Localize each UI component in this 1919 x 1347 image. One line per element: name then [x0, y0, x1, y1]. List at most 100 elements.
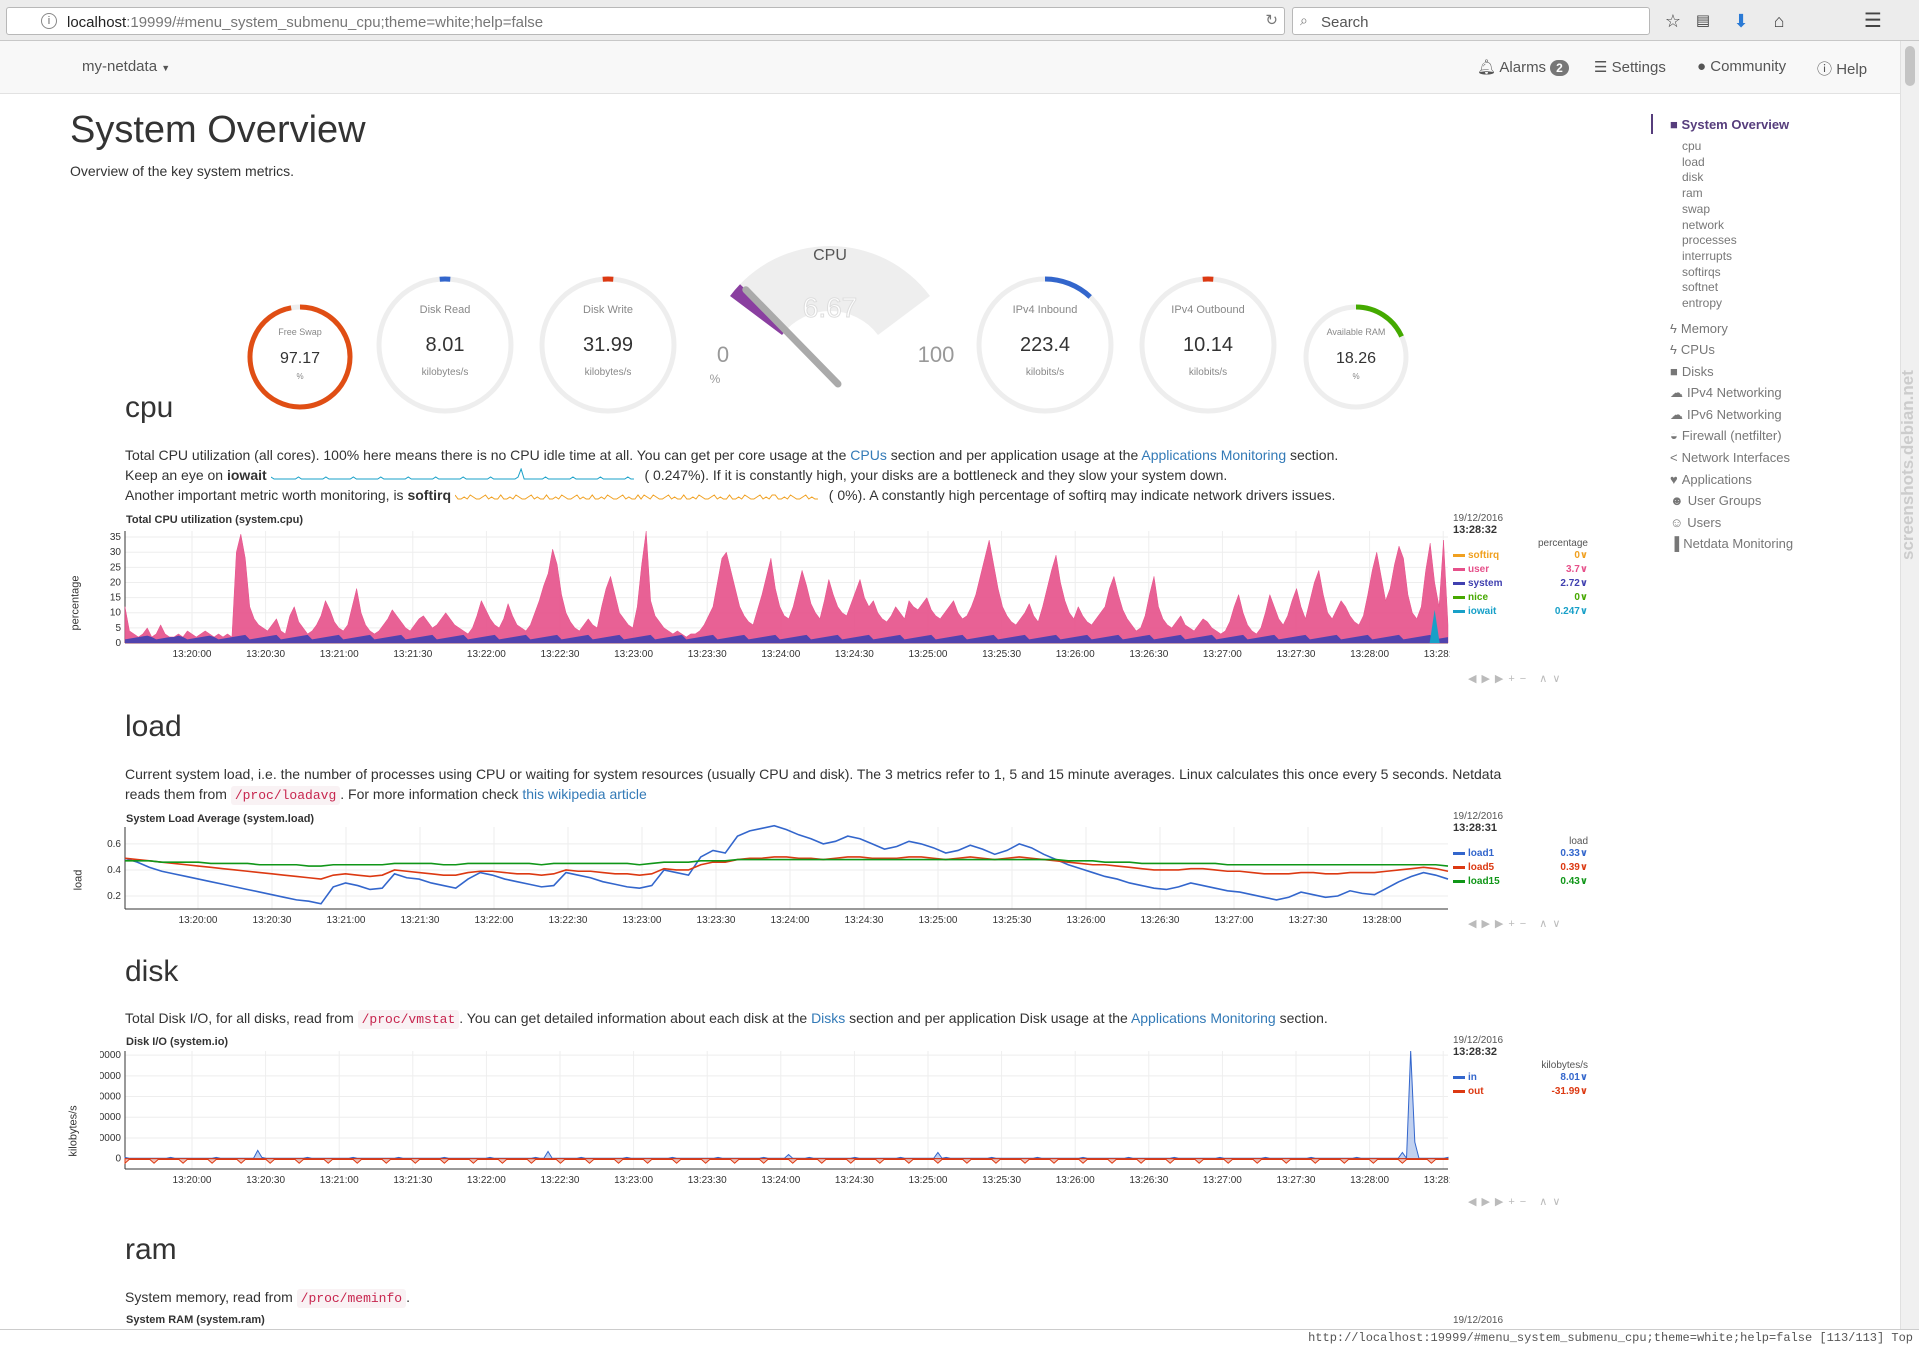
load-chart-xtick: 13:27:30: [1289, 915, 1328, 926]
sidenav-subitem-network[interactable]: network: [1682, 217, 1725, 232]
legend-unit: kilobytes/s: [1541, 1060, 1588, 1071]
legend-unit: load: [1569, 836, 1588, 847]
ram-chart-title: System RAM (system.ram): [126, 1314, 265, 1326]
legend-series-value: 0.247∨: [1554, 606, 1588, 617]
disk-chart[interactable]: 0 10000 20000 30000 40000 50000 13:20:00 13:20:…: [100, 1045, 1450, 1203]
sidenav-item-ipv6-networking[interactable]: ☁ IPv6 Networking: [1670, 407, 1782, 423]
bookmark-icon: ■: [1670, 117, 1678, 132]
disk-write-label: Disk Write: [583, 304, 633, 316]
home-icon[interactable]: ⌂: [1773, 11, 1785, 31]
search-bar[interactable]: ⌕ Search: [1292, 7, 1650, 35]
disk-desc-text: Total Disk I/O, for all disks, read from: [125, 1010, 358, 1026]
legend-item-nice[interactable]: nice 0∨: [1453, 592, 1588, 606]
sidenav-subitem-softirqs[interactable]: softirqs: [1682, 264, 1721, 279]
cpus-link[interactable]: CPUs: [850, 447, 887, 463]
legend-series-value: 2.72∨: [1560, 578, 1588, 589]
legend-item-load1[interactable]: load1 0.33∨: [1453, 848, 1588, 862]
disk-desc-text: section.: [1275, 1010, 1328, 1026]
sidenav-item-netdata-monitoring[interactable]: ▐ Netdata Monitoring: [1670, 536, 1793, 551]
sidenav-item-label: CPUs: [1680, 342, 1715, 357]
apps-monitoring-link[interactable]: Applications Monitoring: [1130, 1010, 1276, 1026]
legend-item-iowait[interactable]: iowait 0.247∨: [1453, 606, 1588, 620]
reload-icon[interactable]: ↻: [1265, 12, 1278, 29]
load-chart-controls[interactable]: ◀▶▶+− ∧∨: [1468, 918, 1566, 930]
url-bar[interactable]: i localhost:19999/#menu_system_submenu_c…: [6, 7, 1285, 35]
load-chart-xtick: 13:21:30: [401, 915, 440, 926]
disk-chart-xtick: 13:27:00: [1203, 1175, 1242, 1186]
legend-time: 13:28:32: [1453, 524, 1498, 536]
legend-item-in[interactable]: in 8.01∨: [1453, 1072, 1588, 1086]
brand-dropdown[interactable]: my-netdata ▼: [82, 58, 170, 75]
cpu-desc-text: Keep an eye on: [125, 467, 227, 483]
load-chart-xtick: 13:28:00: [1363, 915, 1402, 926]
download-icon[interactable]: ⬇: [1733, 11, 1749, 31]
disk-chart-xtick: 13:20:30: [246, 1175, 285, 1186]
disk-chart-controls[interactable]: ◀▶▶+− ∧∨: [1468, 1196, 1566, 1208]
sidenav-item-label: Network Interfaces: [1681, 450, 1790, 465]
cpu-chart-xtick: 13:24:00: [761, 649, 800, 660]
bookmark-star-icon[interactable]: ☆: [1664, 11, 1682, 31]
sidenav-subitem-cpu[interactable]: cpu: [1682, 139, 1702, 153]
legend-item-load5[interactable]: load5 0.39∨: [1453, 862, 1588, 876]
sidenav-item-network-interfaces[interactable]: < Network Interfaces: [1670, 450, 1790, 465]
sidenav-subitem-entropy[interactable]: entropy: [1682, 296, 1723, 310]
cpu-chart[interactable]: 0 5 10 15 20 25 30 35 13:20:00 13:20:30 13:21:00 13…: [100, 523, 1450, 673]
apps-monitoring-link[interactable]: Applications Monitoring: [1141, 447, 1287, 463]
nav-alarms[interactable]: 🔔︎ Alarms 2: [1477, 58, 1569, 76]
nav-help[interactable]: ⓘ Help: [1817, 58, 1867, 79]
legend-item-system[interactable]: system 2.72∨: [1453, 578, 1588, 592]
info-icon[interactable]: i: [41, 13, 57, 29]
sidenav-item-user-groups[interactable]: ☻ User Groups: [1670, 493, 1761, 508]
disk-out-area: [124, 1158, 1449, 1165]
legend-series-value: -31.99∨: [1551, 1086, 1588, 1097]
cpu-chart-xtick: 13:20:00: [173, 649, 212, 660]
load-chart-xtick: 13:20:00: [179, 915, 218, 926]
legend-item-user[interactable]: user 3.7∨: [1453, 564, 1588, 578]
legend-series-name: system: [1468, 578, 1503, 589]
page-scrollbar[interactable]: [1900, 41, 1919, 1329]
sidenav-item-firewall-netfilter[interactable]: ◒ Firewall (netfilter): [1670, 428, 1782, 443]
cpu-chart-ytick: 10: [110, 608, 122, 619]
legend-date: 19/12/2016: [1453, 513, 1504, 524]
disk-chart-title: Disk I/O (system.io): [126, 1036, 229, 1048]
sidenav-item-applications[interactable]: ♥ Applications: [1670, 472, 1752, 487]
page-title: System Overview: [70, 109, 366, 151]
reading-list-icon[interactable]: ▤: [1695, 12, 1711, 29]
sidenav-subitem-load[interactable]: load: [1682, 154, 1705, 169]
sidenav-item-cpus[interactable]: ϟ CPUs: [1670, 342, 1715, 357]
legend-item-load15[interactable]: load15 0.43∨: [1453, 876, 1588, 890]
sidenav-subitem-ram[interactable]: ram: [1682, 186, 1703, 201]
cpu-gauge-max: 100: [918, 342, 955, 367]
sidenav-subitem-swap[interactable]: swap: [1682, 201, 1711, 216]
scrollbar-thumb[interactable]: [1905, 46, 1915, 86]
load-chart[interactable]: 0.2 0.4 0.6 13:20:00 13:20:30 13:21:00 13:21:3…: [100, 822, 1450, 934]
nav-community[interactable]: ● Community: [1697, 58, 1786, 75]
url-text[interactable]: localhost:19999/#menu_system_submenu_cpu…: [67, 14, 543, 31]
wikipedia-link[interactable]: this wikipedia article: [522, 786, 647, 802]
sidenav-subitem-interrupts[interactable]: interrupts: [1682, 248, 1733, 263]
legend-item-softirq[interactable]: softirq 0∨: [1453, 550, 1588, 564]
sidenav-subitem-processes[interactable]: processes: [1682, 233, 1737, 248]
ipv4-outbound-label: IPv4 Outbound: [1171, 304, 1244, 316]
disk-chart-xtick: 13:23:30: [688, 1175, 727, 1186]
free-swap-unit: %: [296, 372, 303, 381]
sidenav-subitem-softnet[interactable]: softnet: [1682, 280, 1719, 295]
section-heading-ram: ram: [125, 1233, 177, 1266]
sidenav-subitem-disk[interactable]: disk: [1682, 170, 1704, 185]
sidenav-item-system-overview[interactable]: ■ System Overview: [1670, 117, 1789, 132]
disks-link[interactable]: Disks: [811, 1010, 846, 1026]
nav-settings[interactable]: ☰ Settings: [1594, 58, 1666, 76]
sidenav-item-ipv4-networking[interactable]: ☁ IPv4 Networking: [1670, 385, 1782, 401]
menu-icon[interactable]: ☰: [1864, 10, 1882, 32]
sidenav-item-memory[interactable]: ϟ Memory: [1670, 321, 1728, 336]
cpu-chart-ytick: 20: [110, 577, 122, 588]
legend-item-out[interactable]: out -31.99∨: [1453, 1086, 1588, 1100]
sidenav-item-disks[interactable]: ■ Disks: [1670, 364, 1714, 379]
cpu-chart-controls[interactable]: ◀▶▶+− ∧∨: [1468, 673, 1566, 685]
disk-desc-text: . You can get detailed information about…: [459, 1010, 812, 1026]
disk-chart-ytick: 40000: [100, 1071, 121, 1082]
ipv4-outbound-unit: kilobits/s: [1189, 367, 1227, 378]
sidenav-item-users[interactable]: ☺ Users: [1670, 515, 1721, 530]
legend-swatch: [1453, 609, 1465, 613]
legend-series-name: softirq: [1468, 550, 1500, 561]
